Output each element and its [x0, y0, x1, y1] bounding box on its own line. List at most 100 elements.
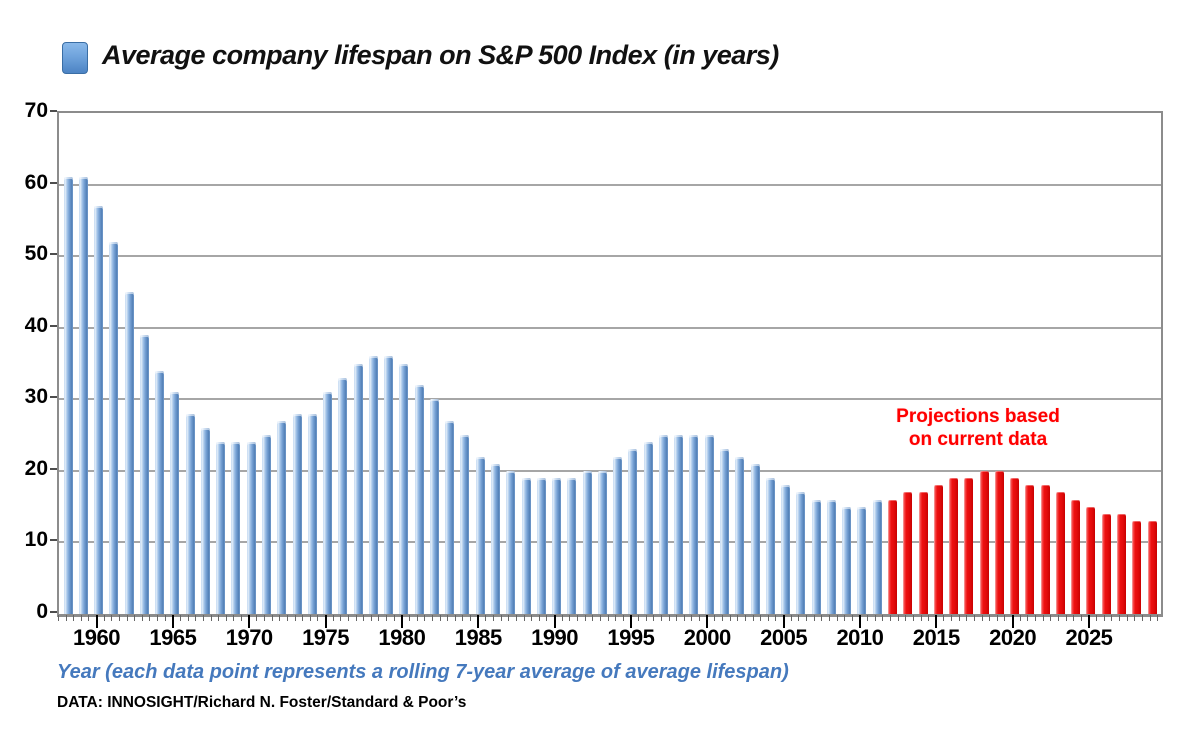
x-tick-1958.5 [73, 615, 75, 621]
bar-2015 [933, 485, 943, 614]
x-tick-2012 [889, 615, 891, 621]
x-tick-label-2000: 2000 [683, 625, 731, 650]
x-tick-1998.5 [683, 615, 685, 621]
y-tick-60 [50, 181, 57, 184]
bar-1968 [216, 442, 226, 614]
chart-title: Average company lifespan on S&P 500 Inde… [102, 40, 779, 70]
x-tick-1983.5 [454, 615, 456, 621]
x-tick-1965 [171, 615, 174, 628]
x-tick-2010 [858, 615, 861, 628]
x-tick-1990 [553, 615, 556, 628]
x-tick-1975 [324, 615, 327, 628]
x-tick-1997.5 [668, 615, 670, 621]
x-tick-2009.5 [851, 615, 853, 621]
x-tick-2004.5 [775, 615, 777, 621]
y-tick-40 [50, 324, 57, 327]
bar-1983 [445, 420, 455, 614]
y-tick-0 [50, 611, 57, 613]
x-tick-label-2025: 2025 [1065, 625, 1113, 650]
bar-2021 [1025, 485, 1035, 614]
x-tick-2002.5 [744, 615, 746, 621]
bar-1997 [658, 435, 668, 614]
bar-1971 [261, 435, 271, 614]
x-tick-2017.5 [973, 615, 975, 621]
y-tick-10 [50, 539, 57, 542]
x-tick-2008.5 [836, 615, 838, 621]
bar-2002 [735, 456, 745, 614]
x-tick-1982.5 [439, 615, 441, 621]
gridline-10 [59, 541, 1161, 544]
x-tick-1967 [202, 615, 204, 621]
x-tick-2021.5 [1035, 615, 1037, 621]
bar-1992 [582, 470, 592, 614]
x-tick-1980.5 [409, 615, 411, 621]
bar-1999 [689, 435, 699, 614]
x-tick-2025 [1087, 615, 1090, 628]
x-tick-label-1980: 1980 [378, 625, 426, 650]
x-tick-1968 [218, 615, 220, 621]
x-tick-1981.5 [424, 615, 426, 621]
y-tick-20 [50, 467, 57, 470]
x-tick-2007.5 [821, 615, 823, 621]
y-tick-70 [50, 110, 57, 112]
bar-2005 [781, 485, 791, 614]
bar-1989 [536, 478, 546, 614]
x-tick-1988.5 [531, 615, 533, 621]
bar-2003 [750, 463, 760, 614]
plot-area [57, 111, 1163, 617]
bar-1977 [353, 363, 363, 614]
x-tick-1993 [599, 615, 601, 621]
projection-annotation: Projections based on current data [876, 405, 1080, 451]
x-tick-2018 [981, 615, 983, 621]
bar-2001 [720, 449, 730, 614]
bar-2020 [1010, 478, 1020, 614]
y-tick-label-30: 30 [24, 385, 48, 409]
x-tick-1964 [157, 615, 159, 621]
bar-1980 [399, 363, 409, 614]
bar-2028 [1132, 520, 1142, 614]
x-tick-1964.5 [164, 615, 166, 621]
x-tick-1963 [141, 615, 143, 621]
y-tick-label-0: 0 [36, 600, 48, 623]
x-tick-2018.5 [989, 615, 991, 621]
x-tick-2014.5 [928, 615, 930, 621]
bar-2011 [872, 499, 882, 614]
bar-1961 [109, 241, 119, 614]
x-tick-2012.5 [897, 615, 899, 621]
bar-1996 [643, 442, 653, 614]
x-tick-2028 [1134, 615, 1136, 621]
x-tick-2024 [1073, 615, 1075, 621]
data-source-caption: DATA: INNOSIGHT/Richard N. Foster/Standa… [57, 694, 467, 711]
bar-2010 [857, 506, 867, 614]
x-tick-2014 [920, 615, 922, 621]
x-tick-1966 [187, 615, 189, 621]
x-tick-1990.5 [561, 615, 563, 621]
bar-1974 [307, 413, 317, 614]
x-tick-2004 [767, 615, 769, 621]
bar-1991 [567, 478, 577, 614]
bar-1995 [628, 449, 638, 614]
projection-annotation-line1: Projections based [896, 406, 1060, 427]
x-tick-1996.5 [653, 615, 655, 621]
x-tick-2000.5 [714, 615, 716, 621]
bar-2004 [765, 478, 775, 614]
x-tick-1999 [691, 615, 693, 621]
x-tick-1971 [263, 615, 265, 621]
x-tick-2003 [752, 615, 754, 621]
x-tick-1960.5 [103, 615, 105, 621]
bar-1965 [170, 392, 180, 614]
bar-1986 [491, 463, 500, 614]
x-tick-1994.5 [622, 615, 624, 621]
legend-swatch-icon [62, 42, 88, 74]
x-tick-1965.5 [180, 615, 181, 621]
x-tick-label-1985: 1985 [454, 625, 502, 650]
x-tick-2011 [874, 615, 876, 621]
bar-2008 [826, 499, 836, 614]
bar-2019 [994, 470, 1004, 614]
x-tick-1959 [80, 615, 82, 621]
gridline-40 [59, 326, 1161, 329]
x-tick-2017 [966, 615, 968, 621]
y-tick-label-50: 50 [24, 242, 48, 266]
x-tick-1982 [431, 615, 433, 621]
bar-2014 [918, 492, 928, 614]
